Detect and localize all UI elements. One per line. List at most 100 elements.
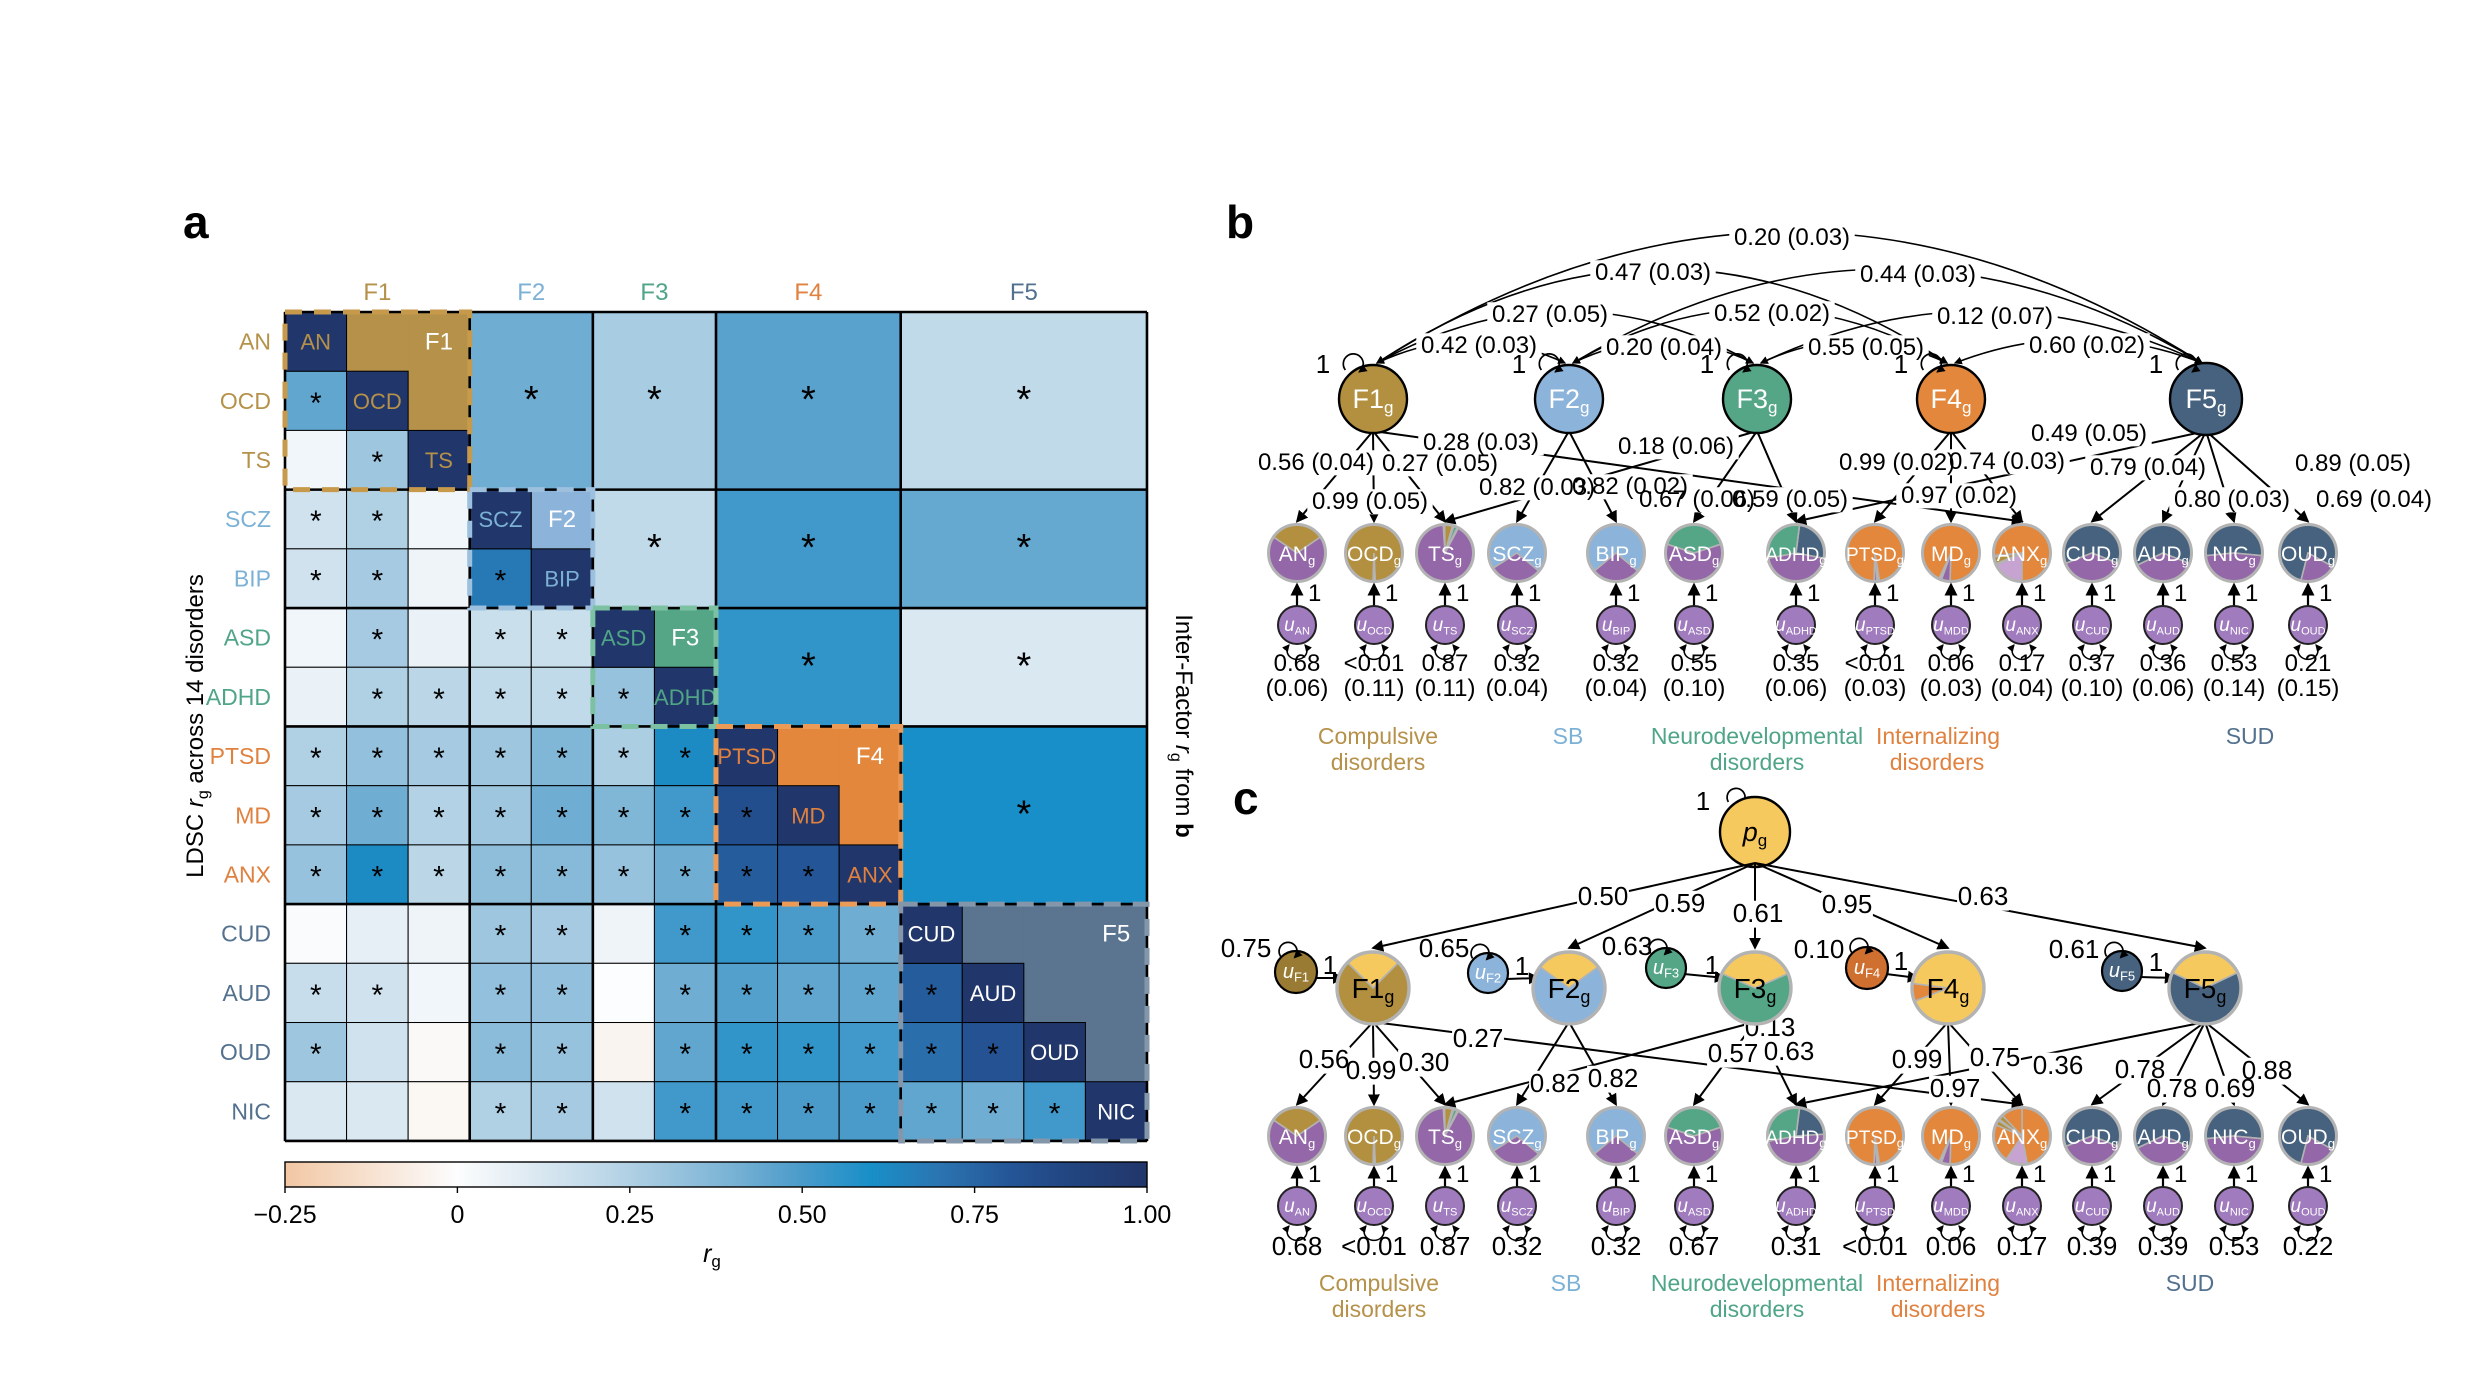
svg-text:*: *	[679, 979, 691, 1012]
svg-text:1: 1	[1705, 580, 1718, 607]
svg-text:disorders: disorders	[1890, 749, 1985, 775]
svg-text:0.63: 0.63	[1764, 1036, 1815, 1066]
svg-text:uOCD: uOCD	[1356, 1196, 1391, 1218]
svg-text:uF4: uF4	[1854, 957, 1880, 981]
svg-text:*: *	[679, 920, 691, 953]
svg-text:SCZg: SCZg	[1492, 543, 1541, 568]
svg-text:uBIP: uBIP	[1602, 1196, 1630, 1218]
svg-text:1: 1	[2103, 1161, 2116, 1188]
svg-text:F4: F4	[794, 279, 822, 306]
svg-text:(0.04): (0.04)	[1991, 675, 2054, 702]
svg-text:1: 1	[1962, 580, 1975, 607]
svg-text:F3: F3	[640, 279, 668, 306]
svg-text:ANX: ANX	[224, 861, 271, 887]
svg-text:*: *	[618, 742, 630, 775]
svg-text:uOCD: uOCD	[1356, 615, 1391, 637]
svg-text:uAN: uAN	[1284, 615, 1310, 637]
svg-text:0.55 (0.05): 0.55 (0.05)	[1808, 334, 1924, 361]
svg-text:0.39: 0.39	[2067, 1231, 2118, 1261]
svg-text:*: *	[310, 564, 322, 597]
svg-text:uF2: uF2	[1475, 962, 1501, 986]
svg-text:0.44 (0.03): 0.44 (0.03)	[1860, 261, 1976, 288]
svg-text:*: *	[647, 527, 662, 569]
svg-text:0.99: 0.99	[1892, 1044, 1943, 1074]
svg-text:disorders: disorders	[1710, 749, 1805, 775]
svg-text:*: *	[556, 920, 568, 953]
svg-text:(0.10): (0.10)	[2061, 675, 2124, 702]
svg-text:0.49 (0.05): 0.49 (0.05)	[2031, 420, 2147, 447]
svg-text:*: *	[987, 1097, 999, 1130]
svg-text:0.59 (0.05): 0.59 (0.05)	[1732, 486, 1848, 513]
svg-text:NICg: NICg	[2212, 1126, 2255, 1151]
svg-text:0.17: 0.17	[1999, 650, 2046, 677]
svg-text:0.32: 0.32	[1593, 650, 1640, 677]
svg-text:0.80 (0.03): 0.80 (0.03)	[2174, 486, 2290, 513]
svg-text:*: *	[803, 1097, 815, 1130]
svg-text:*: *	[433, 801, 445, 834]
svg-text:BIP: BIP	[544, 566, 579, 591]
svg-text:rg: rg	[703, 1240, 721, 1271]
svg-text:1: 1	[1705, 1161, 1718, 1188]
svg-text:uASD: uASD	[1677, 1196, 1710, 1218]
svg-text:1: 1	[1323, 950, 1337, 980]
svg-text:0.10: 0.10	[1794, 934, 1845, 964]
svg-text:0.87: 0.87	[1422, 650, 1469, 677]
svg-text:*: *	[801, 527, 816, 569]
svg-text:1: 1	[1456, 1161, 1469, 1188]
svg-text:1: 1	[2245, 1161, 2258, 1188]
svg-text:F2: F2	[548, 506, 576, 533]
svg-text:1: 1	[1456, 580, 1469, 607]
svg-text:(0.11): (0.11)	[1415, 675, 1476, 702]
svg-text:0.32: 0.32	[1492, 1231, 1543, 1261]
svg-text:SUD: SUD	[2226, 723, 2275, 749]
svg-text:AUDg: AUDg	[2137, 1126, 2189, 1151]
svg-text:uADHD: uADHD	[1775, 1196, 1817, 1218]
svg-text:uCUD: uCUD	[2075, 615, 2109, 637]
svg-text:0.28 (0.03): 0.28 (0.03)	[1423, 429, 1539, 456]
svg-text:SB: SB	[1551, 1270, 1582, 1296]
svg-text:disorders: disorders	[1891, 1296, 1986, 1322]
svg-text:*: *	[495, 742, 507, 775]
svg-text:*: *	[495, 1038, 507, 1071]
svg-text:1: 1	[1807, 1161, 1820, 1188]
svg-text:0.21: 0.21	[2285, 650, 2332, 677]
svg-text:AN: AN	[239, 329, 271, 355]
svg-text:*: *	[556, 624, 568, 657]
svg-text:uADHD: uADHD	[1775, 615, 1817, 637]
svg-text:Neurodevelopmental: Neurodevelopmental	[1651, 1270, 1863, 1296]
svg-text:1: 1	[1700, 349, 1714, 379]
svg-text:uF3: uF3	[1653, 957, 1679, 981]
svg-text:TS: TS	[242, 447, 271, 473]
svg-text:0.25: 0.25	[605, 1201, 654, 1229]
svg-text:0.18 (0.06): 0.18 (0.06)	[1618, 433, 1734, 460]
svg-text:0.97 (0.02): 0.97 (0.02)	[1901, 482, 2017, 509]
svg-text:c: c	[1233, 772, 1259, 824]
svg-text:1: 1	[1627, 580, 1640, 607]
svg-text:0.82 (0.03): 0.82 (0.03)	[1479, 474, 1595, 501]
svg-text:*: *	[679, 801, 691, 834]
svg-text:1: 1	[2245, 580, 2258, 607]
svg-text:SCZ: SCZ	[478, 507, 522, 532]
svg-text:*: *	[1016, 645, 1031, 687]
svg-text:1: 1	[1316, 349, 1330, 379]
svg-text:AUD: AUD	[222, 980, 271, 1006]
svg-text:*: *	[524, 379, 539, 421]
svg-text:F5g: F5g	[2184, 973, 2227, 1007]
svg-text:*: *	[679, 742, 691, 775]
svg-text:0.27: 0.27	[1453, 1023, 1504, 1053]
svg-text:*: *	[556, 683, 568, 716]
svg-text:*: *	[801, 645, 816, 687]
svg-text:F2g: F2g	[1548, 973, 1591, 1007]
svg-text:(0.06): (0.06)	[1765, 675, 1828, 702]
svg-text:0.82: 0.82	[1530, 1068, 1581, 1098]
svg-text:ADHDg: ADHDg	[1765, 1128, 1826, 1150]
svg-text:F2: F2	[517, 279, 545, 306]
svg-text:0.61: 0.61	[1733, 898, 1784, 928]
svg-text:disorders: disorders	[1710, 1296, 1805, 1322]
svg-text:0.36: 0.36	[2033, 1050, 2084, 1080]
svg-text:0.53: 0.53	[2211, 650, 2258, 677]
svg-text:0.47 (0.03): 0.47 (0.03)	[1595, 259, 1711, 286]
svg-text:*: *	[679, 1097, 691, 1130]
svg-text:ADHD: ADHD	[654, 685, 716, 710]
svg-text:uCUD: uCUD	[2075, 1196, 2109, 1218]
